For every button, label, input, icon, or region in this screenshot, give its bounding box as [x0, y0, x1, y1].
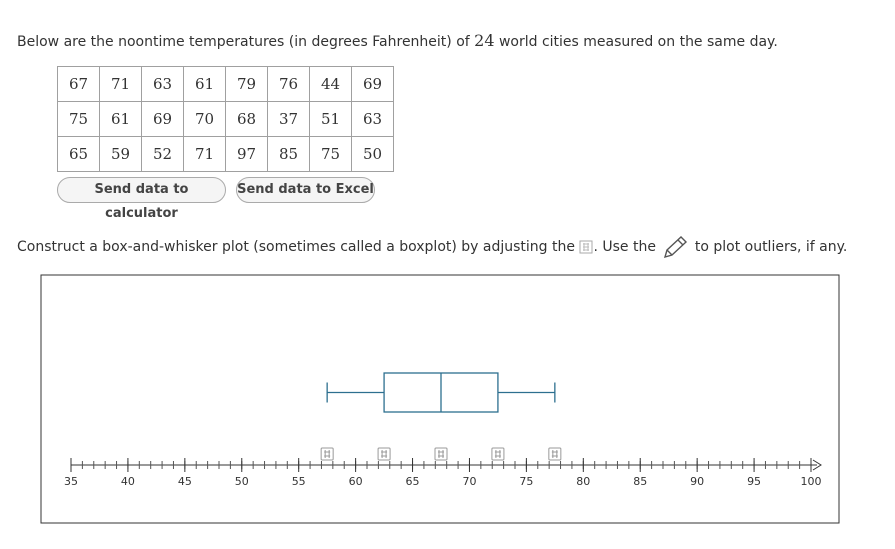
- table-cell: 76: [267, 66, 310, 102]
- table-row: 65 59 52 71 97 85 75 50: [57, 136, 394, 172]
- handle[interactable]: [548, 447, 562, 461]
- tick-label: 60: [349, 475, 363, 488]
- instruction: Construct a box-and-whisker plot (someti…: [17, 234, 847, 260]
- intro-text: world cities measured on the same day.: [498, 34, 778, 50]
- tick-label: 70: [462, 475, 476, 488]
- intro: Below are the noontime temperatures (in …: [17, 31, 778, 50]
- tick-label: 55: [292, 475, 306, 488]
- intro-count: 24: [474, 31, 495, 50]
- handle-grip: [324, 450, 331, 458]
- handle[interactable]: [377, 447, 391, 461]
- table-cell: 75: [57, 101, 100, 137]
- tick-label: 75: [519, 475, 533, 488]
- table-cell: 59: [99, 136, 142, 172]
- table-cell: 51: [309, 101, 352, 137]
- pencil-icon: [664, 236, 688, 259]
- tick-label: 100: [801, 475, 822, 488]
- handle-icon: [579, 240, 593, 254]
- handle[interactable]: [491, 447, 505, 461]
- data-table: 67 71 63 61 79 76 44 69 75 61 69 70 68 37 51 63 65 59 52 71…: [57, 66, 394, 172]
- calculator-button[interactable]: Send data to calculator: [57, 177, 226, 221]
- tick-label: 35: [64, 475, 78, 488]
- table-cell: 65: [57, 136, 100, 172]
- handle-grip: [438, 450, 444, 458]
- axis-arrow: [812, 459, 822, 471]
- handle[interactable]: [320, 447, 334, 461]
- table-cell: 44: [309, 66, 352, 102]
- table-cell: 75: [309, 136, 352, 172]
- instruction-text: . Use the: [593, 239, 656, 255]
- table-cell: 70: [183, 101, 226, 137]
- table-cell: 97: [225, 136, 268, 172]
- tick-label: 45: [178, 475, 192, 488]
- handle[interactable]: [434, 447, 448, 461]
- excel-button[interactable]: Send data to Excel: [236, 177, 375, 203]
- tick-label: 40: [121, 475, 135, 488]
- tick-label: 65: [406, 475, 420, 488]
- handle-grip: [551, 450, 558, 458]
- instruction-text: to plot outliers, if any.: [694, 239, 848, 255]
- table-cell: 63: [351, 101, 394, 137]
- table-cell: 50: [351, 136, 394, 172]
- tick-label: 95: [747, 475, 761, 488]
- plot-frame: [40, 274, 840, 524]
- table-cell: 69: [141, 101, 184, 137]
- instruction-text: Construct a box-and-whisker plot (someti…: [17, 239, 575, 255]
- table-cell: 61: [183, 66, 226, 102]
- handle-grip: [494, 450, 501, 458]
- tick-label: 80: [576, 475, 590, 488]
- handle-grip: [381, 450, 388, 458]
- table-cell: 52: [141, 136, 184, 172]
- table-cell: 79: [225, 66, 268, 102]
- table-cell: 71: [99, 66, 142, 102]
- table-row: 75 61 69 70 68 37 51 63: [57, 101, 394, 137]
- tick-label: 90: [690, 475, 704, 488]
- intro-text: Below are the noontime temperatures (in …: [17, 34, 470, 50]
- tick-label: 50: [235, 475, 249, 488]
- table-row: 67 71 63 61 79 76 44 69: [57, 66, 394, 102]
- table-cell: 69: [351, 66, 394, 102]
- table-cell: 68: [225, 101, 268, 137]
- tick-label: 85: [633, 475, 647, 488]
